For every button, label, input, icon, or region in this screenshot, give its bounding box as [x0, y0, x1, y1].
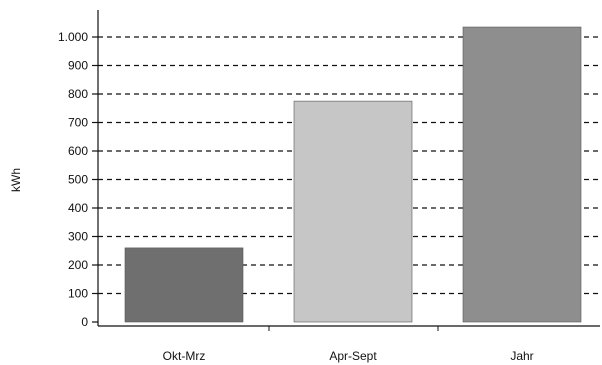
y-tick-label: 700 [68, 116, 88, 130]
bar-okt-mrz [124, 247, 244, 323]
x-tick-labels: Okt-Mrz Apr-Sept Jahr [163, 349, 534, 363]
y-tick-label: 0 [81, 315, 88, 329]
bar-apr-sept [293, 100, 413, 323]
y-tick-label: 900 [68, 59, 88, 73]
y-tick-label: 600 [68, 144, 88, 158]
bars [124, 26, 582, 323]
axes [92, 10, 600, 331]
y-tick-labels: 0 100 200 300 400 500 600 700 800 900 1.000 [58, 30, 88, 329]
x-tick-label: Okt-Mrz [163, 349, 206, 363]
x-tick-label: Apr-Sept [329, 349, 377, 363]
x-tick-label: Jahr [510, 349, 533, 363]
y-tick-label: 500 [68, 173, 88, 187]
y-tick-label: 300 [68, 230, 88, 244]
bar-jahr [462, 26, 582, 323]
y-tick-label: 100 [68, 287, 88, 301]
y-tick-label: 200 [68, 258, 88, 272]
y-axis-label: kWh [9, 168, 23, 192]
y-tick-label: 1.000 [58, 30, 88, 44]
y-tick-label: 400 [68, 201, 88, 215]
y-tick-label: 800 [68, 87, 88, 101]
